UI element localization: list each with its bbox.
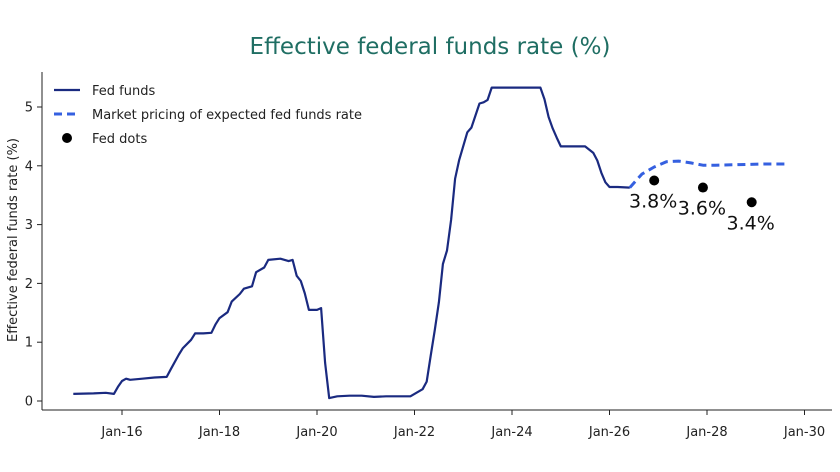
legend: Fed funds Market pricing of expected fed … <box>54 84 362 147</box>
x-tick-label: Jan-28 <box>685 425 727 440</box>
fed-dot-marker <box>697 182 708 193</box>
y-axis-ticks: 0 1 2 3 4 5 <box>25 101 42 410</box>
y-tick-label: 0 <box>25 395 33 410</box>
series-layer: 3.8% 3.6%3.4% <box>73 86 789 400</box>
y-tick-label: 1 <box>25 336 33 351</box>
x-tick-label: Jan-18 <box>198 425 240 440</box>
y-tick-label: 4 <box>25 159 33 174</box>
y-axis-label: Effective federal funds rate (%) <box>6 138 21 342</box>
x-tick-label: Jan-20 <box>295 425 337 440</box>
x-tick-label: Jan-26 <box>588 425 630 440</box>
x-axis-ticks: Jan-16 Jan-18 Jan-20 Jan-22 Jan-24 Jan-26 Jan-… <box>100 410 825 440</box>
x-tick-label: Jan-24 <box>490 425 532 440</box>
legend-marker-fed-dots <box>62 133 72 143</box>
legend-label: Market pricing of expected fed funds rat… <box>92 108 362 123</box>
fed-dot-marker <box>649 175 660 186</box>
y-tick-label: 3 <box>25 218 33 233</box>
market-pricing-line <box>628 159 789 189</box>
fed-dot-label: 3.8% <box>629 191 677 213</box>
y-tick-label: 5 <box>25 101 33 116</box>
legend-label: Fed funds <box>92 84 155 99</box>
x-tick-label: Jan-16 <box>100 425 142 440</box>
x-tick-label: Jan-30 <box>783 425 825 440</box>
chart-title: Effective federal funds rate (%) <box>250 34 611 60</box>
legend-label: Fed dots <box>92 132 147 147</box>
fed-dot-label: 3.4% <box>727 212 775 234</box>
fed-dot-label: 3.6% <box>678 198 726 220</box>
y-tick-label: 2 <box>25 277 33 292</box>
x-tick-label: Jan-22 <box>393 425 435 440</box>
fed-funds-line <box>73 86 630 400</box>
fed-dot-marker <box>746 197 757 208</box>
